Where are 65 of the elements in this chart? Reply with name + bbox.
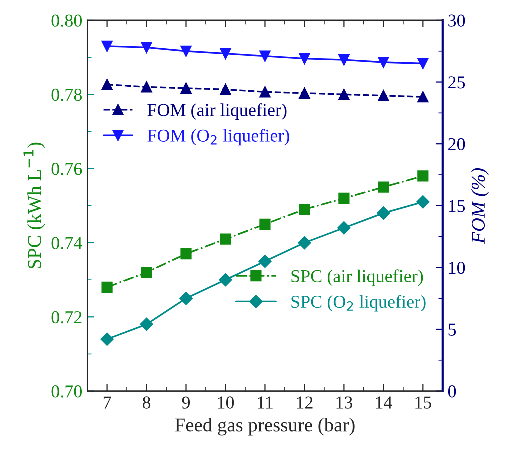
point <box>378 90 390 102</box>
y-tick-label: 0.80 <box>52 14 82 27</box>
point <box>418 170 429 182</box>
y2-tick-label: 30 <box>448 14 466 27</box>
x-tick-label: 8 <box>142 396 151 409</box>
point <box>180 248 192 260</box>
point <box>298 236 312 250</box>
y2-tick-label: 15 <box>449 200 466 212</box>
x-tick-label: 10 <box>218 396 234 409</box>
point <box>100 332 114 346</box>
legend-label: FOM (air liquefier) <box>148 103 287 120</box>
y2-tick-label: 10 <box>449 262 466 274</box>
point <box>299 204 310 216</box>
point <box>418 58 429 70</box>
point <box>260 50 271 62</box>
point <box>378 56 390 68</box>
point <box>418 92 429 103</box>
point <box>180 292 193 306</box>
point <box>140 318 154 332</box>
y2-tick-label: 20 <box>448 138 466 151</box>
point <box>338 89 350 100</box>
y2-tick-label: 5 <box>448 324 456 336</box>
point <box>220 234 232 245</box>
legend-label: FOM (O$_{2}$ liquefier) <box>148 129 290 146</box>
y-tick-label: 0.74 <box>52 237 82 250</box>
point <box>416 196 430 209</box>
y2-axis-title: FOM (%) <box>471 168 490 244</box>
point <box>180 82 192 94</box>
y-tick-label: 0.72 <box>52 311 82 324</box>
x-tick-label: 11 <box>258 396 273 409</box>
point <box>102 282 113 294</box>
point <box>258 254 272 268</box>
y2-tick-label: 0 <box>448 386 456 398</box>
point <box>378 182 390 193</box>
point <box>299 53 310 64</box>
y-tick-label: 0.76 <box>52 163 82 176</box>
y-axis-title: SPC (kWh L$^{−1}$) <box>24 142 46 268</box>
y-tick-label: 0.78 <box>52 88 82 102</box>
legend-label: SPC (O$_{2}$ liquefier) <box>292 295 426 312</box>
x-tick-label: 15 <box>416 396 432 409</box>
point <box>141 42 152 54</box>
x-tick-label: 7 <box>104 396 112 409</box>
legend-label: SPC (air liquefier) <box>292 270 424 286</box>
point <box>180 46 192 57</box>
x-tick-label: 13 <box>336 396 353 409</box>
y2-tick-label: 25 <box>448 76 466 89</box>
point <box>338 222 351 235</box>
point <box>338 192 350 204</box>
point <box>219 273 232 287</box>
x-tick-label: 9 <box>182 396 190 409</box>
point <box>260 218 271 230</box>
point <box>102 79 113 90</box>
point <box>141 82 152 93</box>
point <box>141 267 152 278</box>
point <box>102 40 113 52</box>
point <box>377 206 390 220</box>
x-tick-label: 14 <box>376 396 392 409</box>
point <box>299 88 310 99</box>
point <box>260 86 271 98</box>
point <box>338 54 350 66</box>
point <box>220 84 232 96</box>
x-axis-title: Feed gas pressure (bar) <box>175 418 355 436</box>
point <box>220 48 232 60</box>
y-tick-label: 0.70 <box>52 386 82 398</box>
x-tick-label: 12 <box>297 396 313 409</box>
